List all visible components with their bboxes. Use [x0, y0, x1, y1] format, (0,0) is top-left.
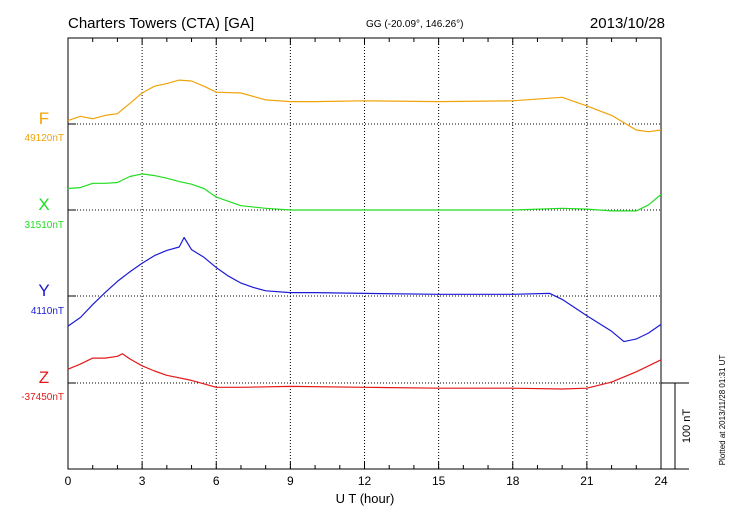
series-name-x: X: [38, 195, 49, 214]
x-tick-label: 21: [580, 474, 594, 488]
scale-bar: 100 nT: [661, 382, 693, 470]
x-tick-label: 15: [432, 474, 446, 488]
series-baseline-f: 49120nT: [25, 133, 64, 144]
series-line-z: [67, 353, 662, 390]
axis-ticks: [67, 38, 662, 469]
x-tick-label: 3: [139, 474, 146, 488]
series-baseline-y: 4110nT: [31, 306, 64, 317]
chart-title: Charters Towers (CTA) [GA]: [68, 15, 254, 32]
series-name-y: Y: [38, 281, 49, 300]
series-name-z: Z: [39, 368, 49, 387]
grid-lines: [68, 38, 661, 469]
series-line-f: [67, 79, 662, 133]
x-tick-label: 12: [358, 474, 372, 488]
series-name-f: F: [39, 109, 49, 128]
station-coordinates: GG (-20.09°, 146.26°): [366, 19, 464, 30]
x-tick-labels: 0 3 6 9 12 15 18 21 24: [65, 474, 668, 488]
x-tick-label: 24: [654, 474, 668, 488]
series-line-y: [67, 236, 662, 343]
plotted-note: Plotted at 2013/11/28 01:31 UT: [718, 355, 727, 466]
x-tick-label: 0: [65, 474, 72, 488]
series-line-x: [67, 173, 662, 212]
x-tick-label: 9: [287, 474, 294, 488]
x-tick-label: 18: [506, 474, 520, 488]
series-lines: [67, 79, 662, 390]
series-baseline-z: -37450nT: [21, 392, 64, 403]
x-axis-label: U T (hour): [336, 491, 395, 506]
series-baseline-x: 31510nT: [25, 220, 64, 231]
scale-bar-label: 100 nT: [681, 409, 693, 444]
x-tick-label: 6: [213, 474, 220, 488]
chart-date: 2013/10/28: [590, 15, 665, 32]
series-labels: F 49120nT X 31510nT Y 4110nT Z -37450nT: [21, 109, 64, 403]
